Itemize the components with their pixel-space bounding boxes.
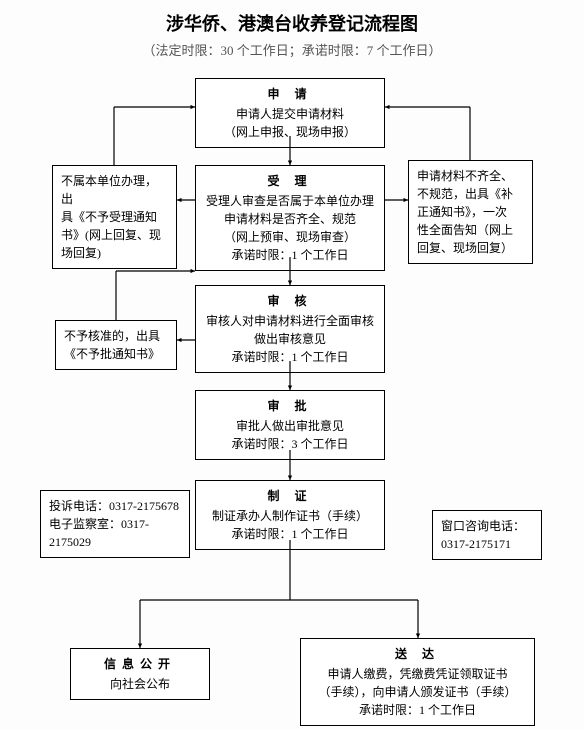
node-complaint-line1: 投诉电话：0317-2175678 [49, 499, 179, 513]
node-publish-line1: 向社会公布 [110, 677, 170, 691]
node-reject-line2: 具《不予受理通知 [61, 210, 157, 224]
node-supp-line3: 正通知书》，一次 [417, 205, 507, 219]
node-accept: 受 理 受理人审查是否属于本单位办理 申请材料是否齐全、规范 （网上预审、现场审… [195, 165, 385, 271]
node-accept-line1: 受理人审查是否属于本单位办理 [206, 194, 374, 208]
node-complaint: 投诉电话：0317-2175678 电子监察室：0317-2175029 [40, 490, 190, 558]
node-cert-line2: 承诺时限：1 个工作日 [231, 527, 348, 541]
page-subtitle: （法定时限：30 个工作日；承诺时限：7 个工作日） [0, 40, 584, 59]
node-review-line2: 做出审核意见 [254, 332, 326, 346]
node-apply-line1: 申请人提交申请材料 [236, 107, 344, 121]
node-inquiry-line2: 0317-2175171 [441, 537, 511, 551]
node-reject-line1: 不属本单位办理，出 [61, 174, 157, 206]
node-approve-line2: 承诺时限：3 个工作日 [231, 437, 348, 451]
node-cert: 制 证 制证承办人制作证书（手续） 承诺时限：1 个工作日 [195, 480, 385, 550]
node-apply-line2: （网上申报、现场申报） [224, 125, 356, 139]
node-deliver-line3: 承诺时限：1 个工作日 [359, 703, 476, 717]
node-publish: 信息公开 向社会公布 [70, 648, 210, 700]
node-deliver-line1: 申请人缴费，凭缴费凭证领取证书 [327, 667, 507, 681]
node-publish-heading: 信息公开 [79, 655, 201, 673]
node-inquiry: 窗口咨询电话： 0317-2175171 [432, 510, 542, 560]
node-notapproved-line1: 不予核准的，出具 [64, 329, 160, 343]
node-reject-line4: 场回复) [61, 246, 101, 260]
node-review-line1: 审核人对申请材料进行全面审核 [206, 314, 374, 328]
node-notapproved-line2: 《不予批通知书》 [64, 347, 160, 361]
node-review-line3: 承诺时限：1 个工作日 [231, 350, 348, 364]
node-accept-line3: （网上预审、现场审查） [224, 230, 356, 244]
node-cert-line1: 制证承办人制作证书（手续） [212, 509, 368, 523]
node-deliver-line2: （手续），向申请人颁发证书（手续） [318, 685, 516, 699]
node-accept-line2: 申请材料是否齐全、规范 [224, 212, 356, 226]
node-reject-left: 不属本单位办理，出 具《不予受理通知 书》(网上回复、现 场回复) [52, 165, 177, 269]
node-inquiry-line1: 窗口咨询电话： [441, 519, 525, 533]
node-supp-line5: 回复、现场回复） [417, 241, 513, 255]
node-approve-heading: 审 批 [204, 397, 376, 415]
node-reject-line3: 书》(网上回复、现 [61, 228, 161, 242]
node-supp-line4: 性全面告知（网上 [417, 223, 513, 237]
node-deliver-heading: 送 达 [309, 645, 526, 663]
node-apply: 申 请 申请人提交申请材料 （网上申报、现场申报） [195, 78, 385, 148]
node-cert-heading: 制 证 [204, 487, 376, 505]
node-complaint-line2: 电子监察室：0317-2175029 [49, 517, 149, 549]
node-review: 审 核 审核人对申请材料进行全面审核 做出审核意见 承诺时限：1 个工作日 [195, 285, 385, 373]
node-apply-heading: 申 请 [204, 85, 376, 103]
node-supplement-right: 申请材料不齐全、 不规范，出具《补 正通知书》，一次 性全面告知（网上 回复、现… [408, 160, 533, 264]
node-supp-line2: 不规范，出具《补 [417, 187, 513, 201]
node-accept-heading: 受 理 [204, 172, 376, 190]
node-approve: 审 批 审批人做出审批意见 承诺时限：3 个工作日 [195, 390, 385, 460]
node-supp-line1: 申请材料不齐全、 [417, 169, 513, 183]
node-review-heading: 审 核 [204, 292, 376, 310]
page-title: 涉华侨、港澳台收养登记流程图 [0, 0, 584, 36]
node-accept-line4: 承诺时限：1 个工作日 [231, 248, 348, 262]
node-not-approved: 不予核准的，出具 《不予批通知书》 [55, 320, 177, 370]
node-approve-line1: 审批人做出审批意见 [236, 419, 344, 433]
node-deliver: 送 达 申请人缴费，凭缴费凭证领取证书 （手续），向申请人颁发证书（手续） 承诺… [300, 638, 535, 726]
